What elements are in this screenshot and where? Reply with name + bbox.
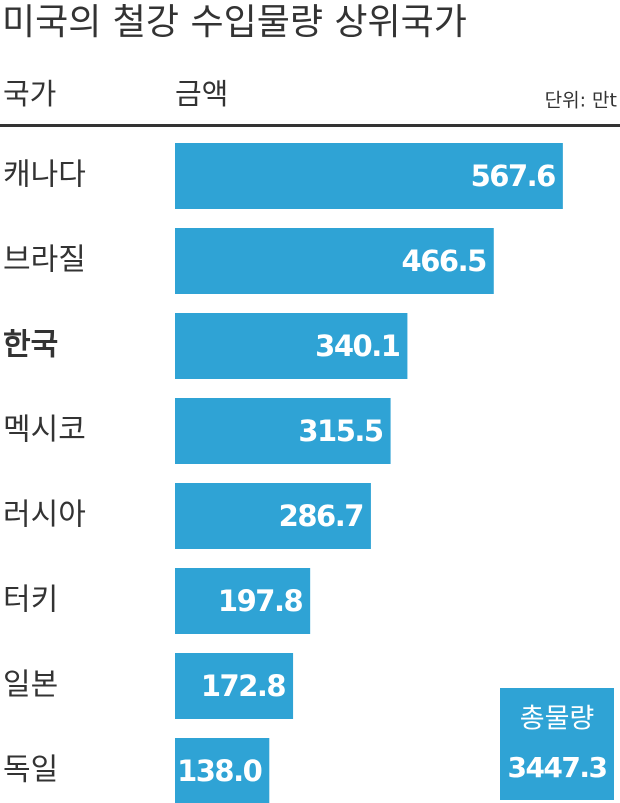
value-label: 315.5 [298,414,383,448]
total-label: 총물량 [520,704,595,735]
value-label: 466.5 [402,244,487,278]
category-label: 일본 [3,668,58,703]
unit-label: 단위: 만t [545,90,617,112]
value-label: 567.6 [471,159,556,193]
value-header: 금액 [175,77,228,111]
bar [175,313,408,379]
value-label: 286.7 [279,499,363,533]
bar [175,653,294,719]
bar [175,398,391,464]
category-label: 캐나다 [3,158,86,193]
bar [175,483,371,549]
bar [175,568,311,634]
total-value: 3447.3 [507,751,606,784]
category-label: 한국 [3,328,58,363]
chart-title: 미국의 철강 수입물량 상위국가 [2,2,467,43]
value-label: 340.1 [315,329,400,363]
value-label: 172.8 [201,669,286,703]
header-rule [0,124,620,127]
bar [175,738,270,803]
category-label: 멕시코 [3,413,86,448]
value-label: 197.8 [218,584,303,618]
category-label: 러시아 [3,498,86,533]
value-label: 138.0 [177,754,262,788]
category-header: 국가 [3,77,56,111]
total-box [500,688,614,800]
category-label: 브라질 [3,243,86,278]
bar [175,228,494,294]
category-label: 독일 [3,753,58,788]
category-label: 터키 [3,583,58,618]
bar [175,143,563,209]
